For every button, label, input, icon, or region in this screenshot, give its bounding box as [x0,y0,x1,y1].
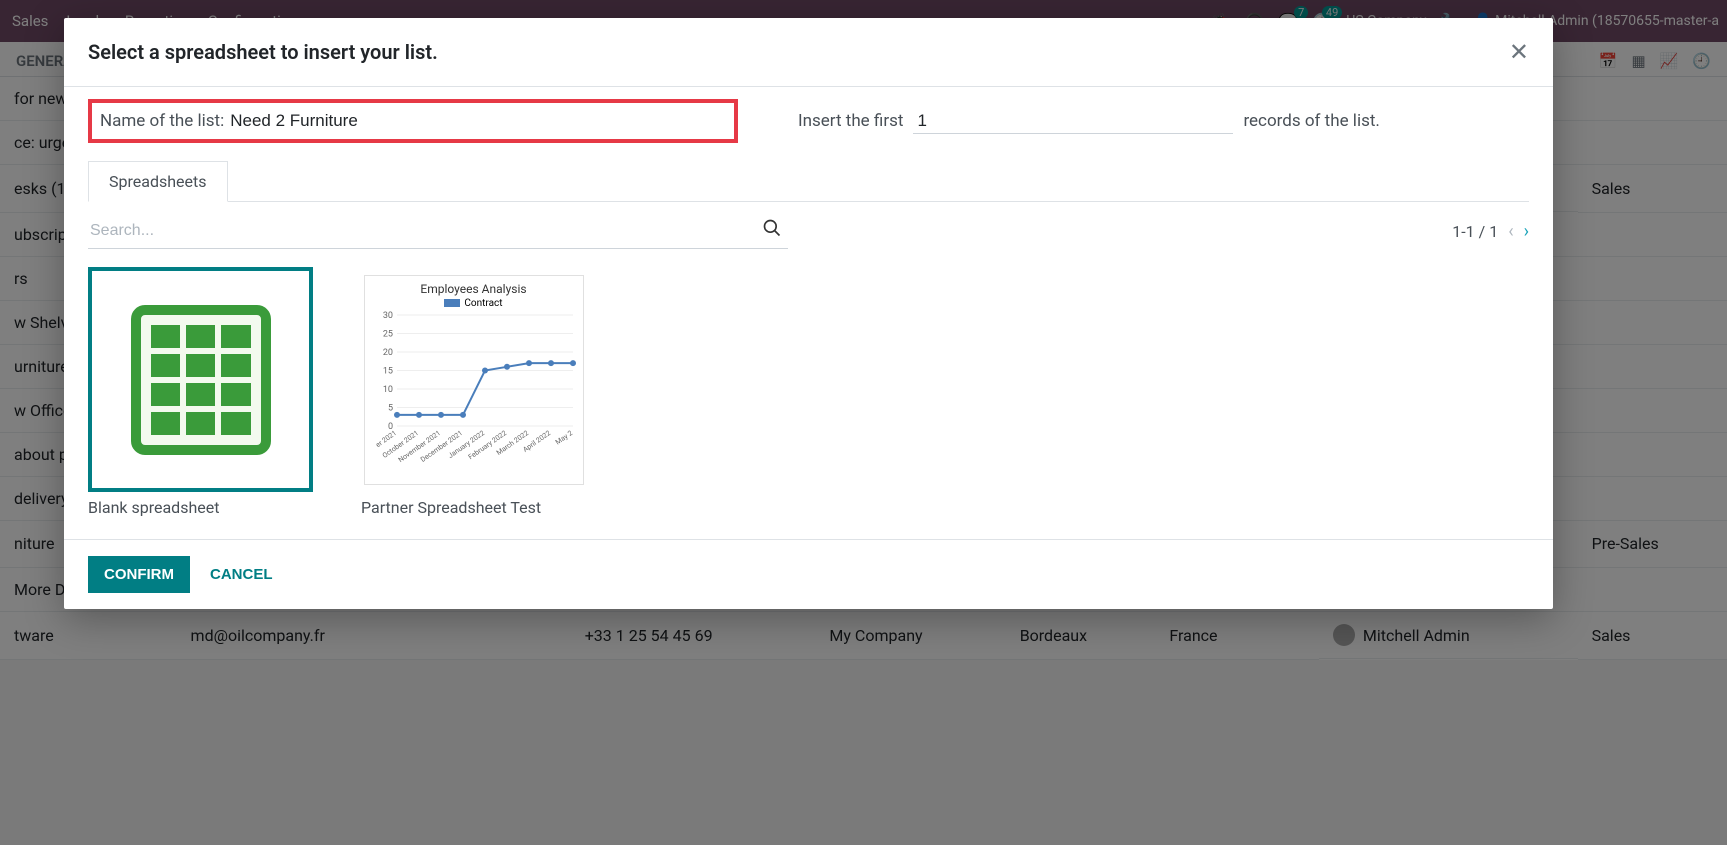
list-name-group: Name of the list: [88,99,738,143]
legend-swatch [444,299,460,307]
list-name-label: Name of the list: [100,111,224,131]
close-icon[interactable]: ✕ [1509,38,1529,66]
cancel-button[interactable]: CANCEL [210,566,273,583]
tabs: Spreadsheets [88,161,1529,202]
chart-svg: 302520151050er 2021October 2021November … [369,311,579,466]
pager-prev-icon[interactable]: ‹ [1508,221,1513,242]
spreadsheet-options: Blank spreadsheet Employees Analysis Con… [88,267,1529,517]
svg-text:25: 25 [382,329,392,339]
option-caption: Partner Spreadsheet Test [361,498,586,517]
pager: 1-1 / 1 ‹ › [1452,221,1529,242]
list-name-input[interactable] [230,107,722,135]
svg-text:10: 10 [382,385,392,395]
chart-legend: Contract [464,298,502,309]
pager-text: 1-1 / 1 [1452,222,1498,241]
modal-header: Select a spreadsheet to insert your list… [64,18,1553,87]
option-partner-spreadsheet[interactable]: Employees Analysis Contract 302520151050… [361,267,586,517]
pager-next-icon[interactable]: › [1524,221,1529,242]
chart-title: Employees Analysis [420,282,526,296]
insert-spreadsheet-modal: Select a spreadsheet to insert your list… [64,18,1553,609]
search-input[interactable] [88,214,788,249]
option-blank-spreadsheet[interactable]: Blank spreadsheet [88,267,313,517]
svg-text:May 2: May 2 [554,429,574,446]
records-count-input[interactable] [913,109,1233,134]
confirm-button[interactable]: CONFIRM [88,556,190,593]
records-prefix: Insert the first [798,111,903,131]
tab-spreadsheets[interactable]: Spreadsheets [88,161,228,202]
option-caption: Blank spreadsheet [88,498,313,517]
records-group: Insert the first records of the list. [798,109,1380,134]
svg-text:20: 20 [382,348,392,358]
modal-title: Select a spreadsheet to insert your list… [88,40,438,64]
records-suffix: records of the list. [1243,111,1379,131]
spreadsheet-icon [131,305,271,455]
svg-text:15: 15 [382,366,392,376]
modal-footer: CONFIRM CANCEL [64,539,1553,609]
svg-text:5: 5 [387,403,392,413]
svg-text:30: 30 [382,311,392,321]
blank-thumb [88,267,313,492]
chart-thumb: Employees Analysis Contract 302520151050… [361,267,586,492]
search-icon[interactable] [762,218,782,243]
